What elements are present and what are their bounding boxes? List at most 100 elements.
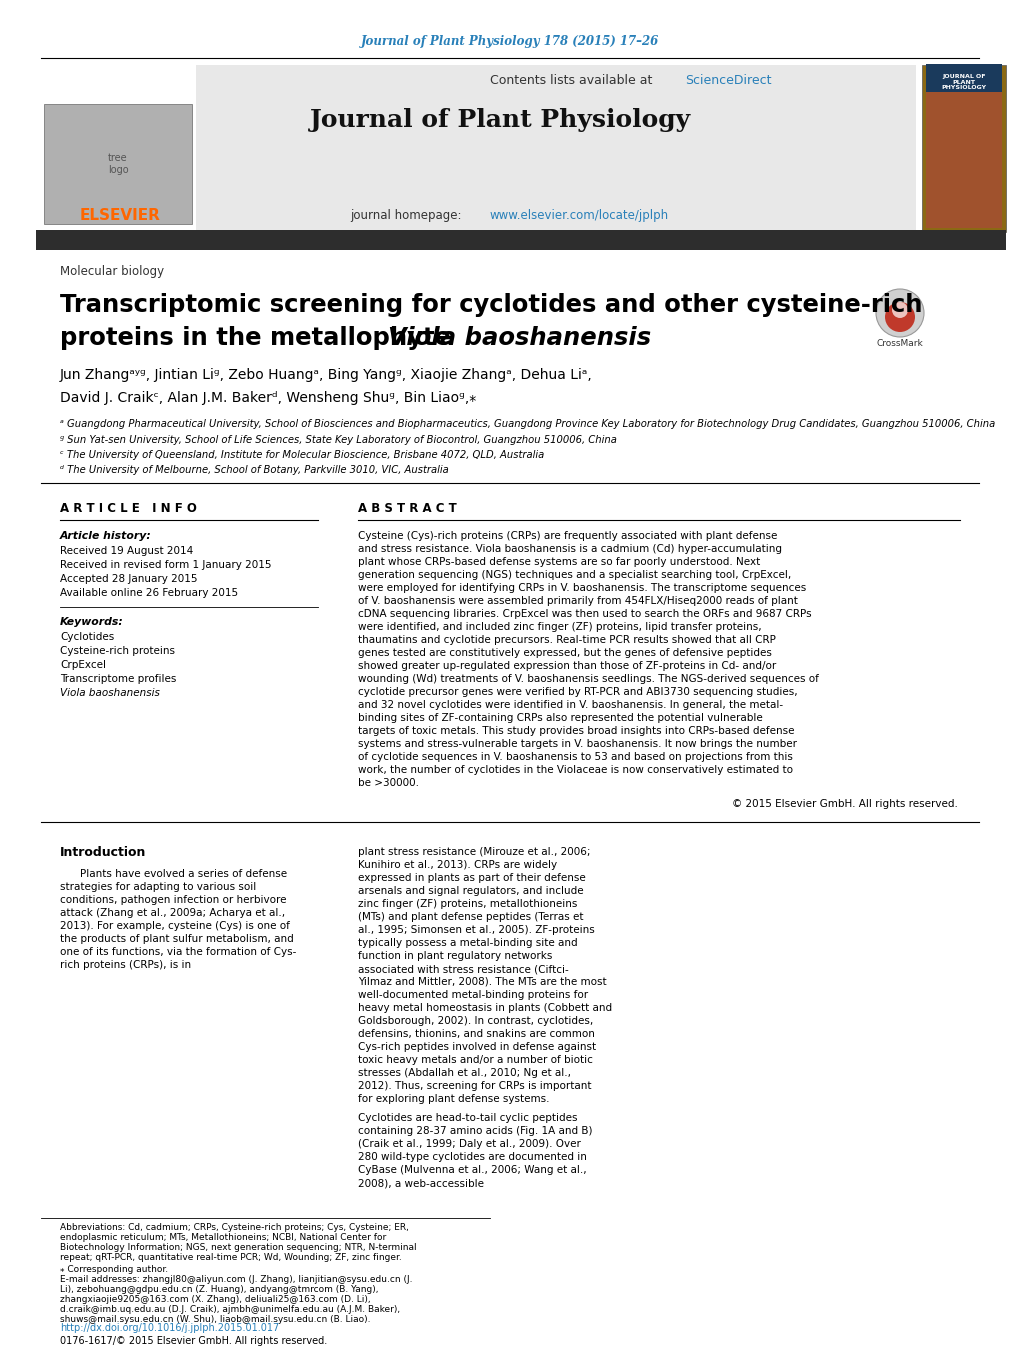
Text: and 32 novel cyclotides were identified in V. baoshanensis. In general, the meta: and 32 novel cyclotides were identified …: [358, 700, 783, 711]
Text: systems and stress-vulnerable targets in V. baoshanensis. It now brings the numb: systems and stress-vulnerable targets in…: [358, 739, 796, 748]
Text: ELSEVIER: ELSEVIER: [79, 208, 161, 223]
Circle shape: [875, 289, 923, 336]
Text: Abbreviations: Cd, cadmium; CRPs, Cysteine-rich proteins; Cys, Cysteine; ER,: Abbreviations: Cd, cadmium; CRPs, Cystei…: [60, 1224, 409, 1232]
Text: zinc finger (ZF) proteins, metallothioneins: zinc finger (ZF) proteins, metallothione…: [358, 898, 577, 909]
Text: ᶢ Sun Yat-sen University, School of Life Sciences, State Key Laboratory of Bioco: ᶢ Sun Yat-sen University, School of Life…: [60, 435, 616, 444]
Text: ScienceDirect: ScienceDirect: [685, 73, 770, 86]
Text: A B S T R A C T: A B S T R A C T: [358, 501, 457, 515]
Text: www.elsevier.com/locate/jplph: www.elsevier.com/locate/jplph: [489, 208, 668, 222]
Text: proteins in the metallophyte: proteins in the metallophyte: [60, 326, 459, 350]
Text: of V. baoshanensis were assembled primarily from 454FLX/Hiseq2000 reads of plant: of V. baoshanensis were assembled primar…: [358, 596, 797, 607]
Text: were employed for identifying CRPs in V. baoshanensis. The transcriptome sequenc: were employed for identifying CRPs in V.…: [358, 584, 805, 593]
Bar: [44, 104, 192, 224]
Text: 2008), a web-accessible: 2008), a web-accessible: [358, 1178, 484, 1188]
Text: Transcriptomic screening for cyclotides and other cysteine-rich: Transcriptomic screening for cyclotides …: [60, 293, 921, 317]
Text: E-mail addresses: zhangjl80@aliyun.com (J. Zhang), lianjitian@sysu.edu.cn (J.: E-mail addresses: zhangjl80@aliyun.com (…: [60, 1274, 412, 1283]
Text: al., 1995; Simonsen et al., 2005). ZF-proteins: al., 1995; Simonsen et al., 2005). ZF-pr…: [358, 925, 594, 935]
Text: attack (Zhang et al., 2009a; Acharya et al.,: attack (Zhang et al., 2009a; Acharya et …: [60, 908, 285, 917]
Text: 0176-1617/© 2015 Elsevier GmbH. All rights reserved.: 0176-1617/© 2015 Elsevier GmbH. All righ…: [60, 1336, 327, 1346]
Text: Cyclotides are head-to-tail cyclic peptides: Cyclotides are head-to-tail cyclic pepti…: [358, 1113, 577, 1123]
Text: strategies for adapting to various soil: strategies for adapting to various soil: [60, 882, 256, 892]
Text: shuws@mail.sysu.edu.cn (W. Shu), liaob@mail.sysu.edu.cn (B. Liao).: shuws@mail.sysu.edu.cn (W. Shu), liaob@m…: [60, 1315, 370, 1324]
Text: Plants have evolved a series of defense: Plants have evolved a series of defense: [79, 869, 286, 880]
Text: be >30000.: be >30000.: [358, 778, 419, 788]
Text: Molecular biology: Molecular biology: [60, 266, 164, 278]
Text: Keywords:: Keywords:: [60, 617, 123, 627]
Bar: [36, 230, 1005, 250]
Text: heavy metal homeostasis in plants (Cobbett and: heavy metal homeostasis in plants (Cobbe…: [358, 1002, 611, 1013]
Text: Received 19 August 2014: Received 19 August 2014: [60, 546, 193, 557]
Text: Cyclotides: Cyclotides: [60, 632, 114, 642]
Text: Kunihiro et al., 2013). CRPs are widely: Kunihiro et al., 2013). CRPs are widely: [358, 861, 556, 870]
Text: defensins, thionins, and snakins are common: defensins, thionins, and snakins are com…: [358, 1029, 594, 1039]
Text: CrossMark: CrossMark: [875, 339, 922, 347]
Circle shape: [884, 303, 914, 332]
Text: ᵈ The University of Melbourne, School of Botany, Parkville 3010, VIC, Australia: ᵈ The University of Melbourne, School of…: [60, 465, 448, 476]
Text: generation sequencing (NGS) techniques and a specialist searching tool, CrpExcel: generation sequencing (NGS) techniques a…: [358, 570, 791, 580]
Text: journal homepage:: journal homepage:: [350, 208, 465, 222]
Text: repeat; qRT-PCR, quantitative real-time PCR; Wd, Wounding; ZF, zinc finger.: repeat; qRT-PCR, quantitative real-time …: [60, 1254, 401, 1262]
Text: ᶜ The University of Queensland, Institute for Molecular Bioscience, Brisbane 407: ᶜ The University of Queensland, Institut…: [60, 450, 544, 459]
Bar: [921, 65, 1005, 232]
Text: (Craik et al., 1999; Daly et al., 2009). Over: (Craik et al., 1999; Daly et al., 2009).…: [358, 1139, 580, 1148]
Text: of cyclotide sequences in V. baoshanensis to 53 and based on projections from th: of cyclotide sequences in V. baoshanensi…: [358, 753, 792, 762]
Text: 280 wild-type cyclotides are documented in: 280 wild-type cyclotides are documented …: [358, 1152, 586, 1162]
Text: (MTs) and plant defense peptides (Terras et: (MTs) and plant defense peptides (Terras…: [358, 912, 583, 921]
Text: ⁎ Corresponding author.: ⁎ Corresponding author.: [60, 1266, 168, 1274]
Text: Accepted 28 January 2015: Accepted 28 January 2015: [60, 574, 198, 584]
Text: d.craik@imb.uq.edu.au (D.J. Craik), ajmbh@unimelfa.edu.au (A.J.M. Baker),: d.craik@imb.uq.edu.au (D.J. Craik), ajmb…: [60, 1305, 399, 1313]
Text: Journal of Plant Physiology: Journal of Plant Physiology: [309, 108, 690, 132]
Text: Received in revised form 1 January 2015: Received in revised form 1 January 2015: [60, 561, 271, 570]
Text: Contents lists available at: Contents lists available at: [489, 73, 656, 86]
Bar: [36, 65, 915, 232]
Text: cyclotide precursor genes were verified by RT-PCR and ABI3730 sequencing studies: cyclotide precursor genes were verified …: [358, 688, 797, 697]
Bar: [925, 63, 1001, 92]
Text: typically possess a metal-binding site and: typically possess a metal-binding site a…: [358, 938, 577, 948]
Text: Yilmaz and Mittler, 2008). The MTs are the most: Yilmaz and Mittler, 2008). The MTs are t…: [358, 977, 606, 988]
Text: containing 28-37 amino acids (Fig. 1A and B): containing 28-37 amino acids (Fig. 1A an…: [358, 1125, 592, 1136]
Text: one of its functions, via the formation of Cys-: one of its functions, via the formation …: [60, 947, 297, 957]
Text: conditions, pathogen infection or herbivore: conditions, pathogen infection or herbiv…: [60, 894, 286, 905]
Text: JOURNAL OF
PLANT
PHYSIOLOGY: JOURNAL OF PLANT PHYSIOLOGY: [941, 74, 985, 91]
Text: tree
logo: tree logo: [108, 153, 128, 174]
Text: arsenals and signal regulators, and include: arsenals and signal regulators, and incl…: [358, 886, 583, 896]
Text: Goldsborough, 2002). In contrast, cyclotides,: Goldsborough, 2002). In contrast, cyclot…: [358, 1016, 593, 1025]
Text: 2013). For example, cysteine (Cys) is one of: 2013). For example, cysteine (Cys) is on…: [60, 921, 289, 931]
Text: http://dx.doi.org/10.1016/j.jplph.2015.01.017: http://dx.doi.org/10.1016/j.jplph.2015.0…: [60, 1323, 279, 1333]
Text: zhangxiaojie9205@163.com (X. Zhang), deliuali25@163.com (D. Li),: zhangxiaojie9205@163.com (X. Zhang), del…: [60, 1294, 370, 1304]
Text: Cysteine-rich proteins: Cysteine-rich proteins: [60, 646, 175, 657]
Text: Transcriptome profiles: Transcriptome profiles: [60, 674, 176, 684]
Text: Viola baoshanensis: Viola baoshanensis: [387, 326, 650, 350]
Text: rich proteins (CRPs), is in: rich proteins (CRPs), is in: [60, 961, 191, 970]
Text: cDNA sequencing libraries. CrpExcel was then used to search the ORFs and 9687 CR: cDNA sequencing libraries. CrpExcel was …: [358, 609, 811, 619]
Text: toxic heavy metals and/or a number of biotic: toxic heavy metals and/or a number of bi…: [358, 1055, 592, 1065]
Text: and stress resistance. Viola baoshanensis is a cadmium (Cd) hyper-accumulating: and stress resistance. Viola baoshanensi…: [358, 544, 782, 554]
Text: thaumatins and cyclotide precursors. Real-time PCR results showed that all CRP: thaumatins and cyclotide precursors. Rea…: [358, 635, 775, 644]
Circle shape: [892, 303, 907, 317]
Text: Introduction: Introduction: [60, 846, 147, 858]
Text: well-documented metal-binding proteins for: well-documented metal-binding proteins f…: [358, 990, 588, 1000]
Text: CyBase (Mulvenna et al., 2006; Wang et al.,: CyBase (Mulvenna et al., 2006; Wang et a…: [358, 1165, 586, 1175]
Text: © 2015 Elsevier GmbH. All rights reserved.: © 2015 Elsevier GmbH. All rights reserve…: [732, 798, 957, 809]
Text: for exploring plant defense systems.: for exploring plant defense systems.: [358, 1094, 549, 1104]
Text: associated with stress resistance (Ciftci-: associated with stress resistance (Ciftc…: [358, 965, 569, 974]
Text: function in plant regulatory networks: function in plant regulatory networks: [358, 951, 552, 961]
Text: plant stress resistance (Mirouze et al., 2006;: plant stress resistance (Mirouze et al.,…: [358, 847, 590, 857]
Text: the products of plant sulfur metabolism, and: the products of plant sulfur metabolism,…: [60, 934, 293, 944]
Text: Jun Zhangᵃʸᶢ, Jintian Liᶢ, Zebo Huangᵃ, Bing Yangᶢ, Xiaojie Zhangᵃ, Dehua Liᵃ,: Jun Zhangᵃʸᶢ, Jintian Liᶢ, Zebo Huangᵃ, …: [60, 367, 592, 382]
Text: expressed in plants as part of their defense: expressed in plants as part of their def…: [358, 873, 585, 884]
Text: ᵃ Guangdong Pharmaceutical University, School of Biosciences and Biopharmaceutic: ᵃ Guangdong Pharmaceutical University, S…: [60, 419, 995, 430]
Text: Available online 26 February 2015: Available online 26 February 2015: [60, 588, 237, 598]
Text: Cys-rich peptides involved in defense against: Cys-rich peptides involved in defense ag…: [358, 1042, 595, 1052]
Text: targets of toxic metals. This study provides broad insights into CRPs-based defe: targets of toxic metals. This study prov…: [358, 725, 794, 736]
Text: Viola baoshanensis: Viola baoshanensis: [60, 688, 160, 698]
Text: David J. Craikᶜ, Alan J.M. Bakerᵈ, Wensheng Shuᶢ, Bin Liaoᶢ,⁎: David J. Craikᶜ, Alan J.M. Bakerᵈ, Wensh…: [60, 390, 476, 405]
Text: stresses (Abdallah et al., 2010; Ng et al.,: stresses (Abdallah et al., 2010; Ng et a…: [358, 1069, 571, 1078]
Text: Journal of Plant Physiology 178 (2015) 17–26: Journal of Plant Physiology 178 (2015) 1…: [361, 35, 658, 49]
Text: showed greater up-regulated expression than those of ZF-proteins in Cd- and/or: showed greater up-regulated expression t…: [358, 661, 775, 671]
Text: Cysteine (Cys)-rich proteins (CRPs) are frequently associated with plant defense: Cysteine (Cys)-rich proteins (CRPs) are …: [358, 531, 776, 540]
Text: Biotechnology Information; NGS, next generation sequencing; NTR, N-terminal: Biotechnology Information; NGS, next gen…: [60, 1243, 416, 1252]
Text: genes tested are constitutively expressed, but the genes of defensive peptides: genes tested are constitutively expresse…: [358, 648, 771, 658]
Text: binding sites of ZF-containing CRPs also represented the potential vulnerable: binding sites of ZF-containing CRPs also…: [358, 713, 762, 723]
Text: were identified, and included zinc finger (ZF) proteins, lipid transfer proteins: were identified, and included zinc finge…: [358, 621, 761, 632]
